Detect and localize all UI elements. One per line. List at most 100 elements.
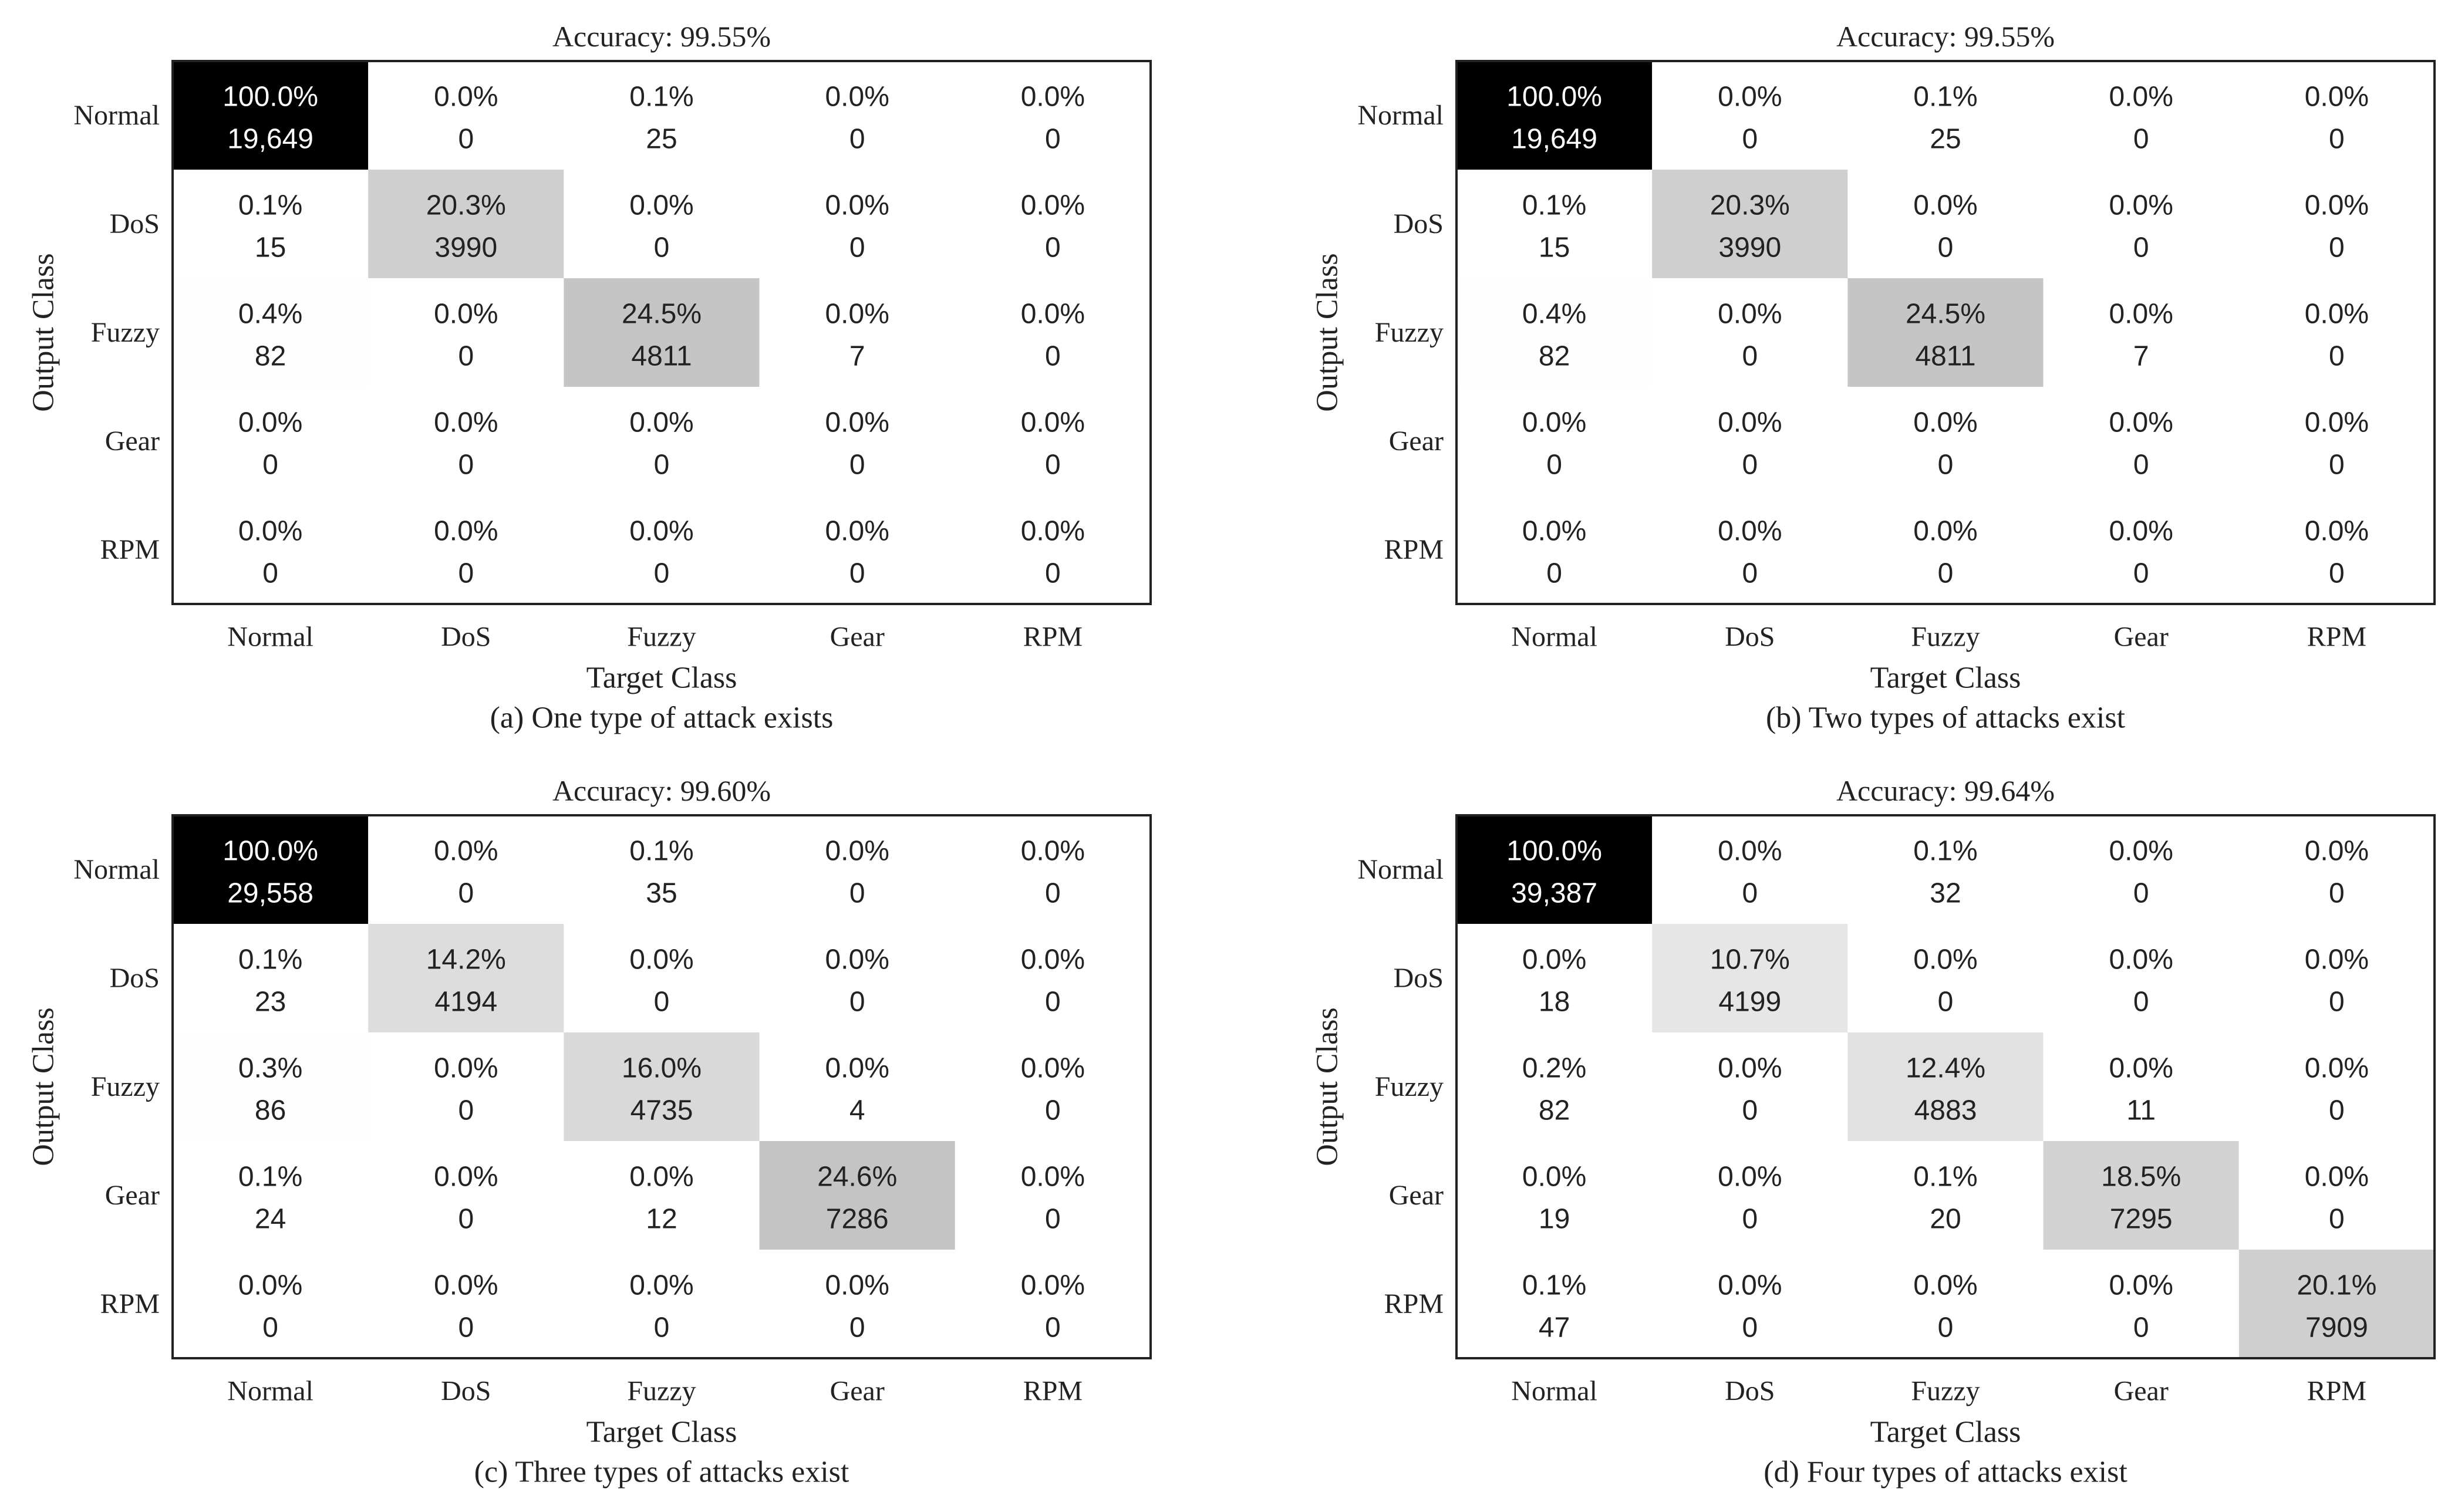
matrix-cell xyxy=(2043,170,2239,278)
cell-percentage: 0.0% xyxy=(2109,1270,2173,1301)
cell-percentage: 0.1% xyxy=(238,944,302,976)
cell-count: 0 xyxy=(2133,232,2149,264)
confusion-matrix-panel: Accuracy: 99.60% 100.0% 29,558 0.0% 0 0.1% 35 0… xyxy=(27,774,1152,1489)
cell-count: 0 xyxy=(262,450,278,481)
cell-percentage: 0.0% xyxy=(1021,1162,1085,1193)
matrix-cell xyxy=(173,278,369,387)
cell-percentage: 100.0% xyxy=(1506,836,1602,867)
cell-percentage: 0.0% xyxy=(434,836,498,867)
matrix-cell xyxy=(564,1141,760,1250)
cell-count: 0 xyxy=(654,450,670,481)
cell-count: 0 xyxy=(2329,878,2345,909)
confusion-matrix-panel: Accuracy: 99.55% 100.0% 19,649 0.0% 0 0.1% 25 0… xyxy=(27,20,1152,735)
cell-count: 0 xyxy=(262,1312,278,1344)
x-tick-label: RPM xyxy=(2307,622,2366,653)
cell-count: 86 xyxy=(255,1095,286,1126)
cell-count: 4811 xyxy=(631,341,692,372)
matrix-cell xyxy=(759,61,955,170)
cell-percentage: 0.0% xyxy=(1718,299,1782,330)
cell-count: 0 xyxy=(849,558,865,589)
cell-count: 0 xyxy=(849,232,865,264)
cell-count: 0 xyxy=(1938,450,1954,481)
cell-percentage: 0.0% xyxy=(238,407,302,438)
cell-percentage: 0.0% xyxy=(825,299,889,330)
cell-percentage: 0.0% xyxy=(2109,836,2173,867)
cell-percentage: 0.0% xyxy=(434,299,498,330)
y-tick-label: Gear xyxy=(1389,1180,1444,1211)
cell-percentage: 0.0% xyxy=(2109,516,2173,547)
cell-count: 0 xyxy=(2329,232,2345,264)
cell-count: 19,649 xyxy=(227,124,313,155)
cell-percentage: 0.0% xyxy=(2305,82,2369,113)
matrix-cell xyxy=(1652,495,1848,604)
matrix-cell xyxy=(1456,61,1653,170)
cell-percentage: 0.0% xyxy=(1021,407,1085,438)
matrix-cell xyxy=(1847,1141,2044,1250)
matrix-cell xyxy=(2043,61,2239,170)
cell-percentage: 0.0% xyxy=(1021,836,1085,867)
cell-percentage: 0.0% xyxy=(1522,516,1586,547)
cell-count: 0 xyxy=(654,558,670,589)
matrix-cell xyxy=(759,495,955,604)
matrix-cell xyxy=(173,495,369,604)
matrix-cell xyxy=(759,1250,955,1358)
y-axis-label: Output Class xyxy=(27,1007,60,1166)
cell-percentage: 0.0% xyxy=(825,190,889,221)
matrix-cell xyxy=(2043,924,2239,1032)
matrix-cell xyxy=(1652,278,1848,387)
x-tick-label: DoS xyxy=(441,1376,491,1407)
x-tick-label: Gear xyxy=(830,622,885,653)
x-axis-label: Target Class xyxy=(1870,1416,2021,1449)
cell-percentage: 0.0% xyxy=(1913,407,1977,438)
x-tick-label: RPM xyxy=(2307,1376,2366,1407)
matrix-cell xyxy=(368,815,564,924)
cell-count: 0 xyxy=(849,450,865,481)
x-tick-label: Fuzzy xyxy=(1911,1376,1980,1407)
matrix-cell xyxy=(2238,61,2435,170)
cell-count: 0 xyxy=(1045,987,1061,1018)
cell-count: 12 xyxy=(646,1204,677,1235)
cell-count: 0 xyxy=(1742,341,1758,372)
cell-count: 0 xyxy=(2133,987,2149,1018)
cell-percentage: 0.0% xyxy=(1718,1270,1782,1301)
y-tick-label: Gear xyxy=(105,1180,160,1211)
matrix-cell xyxy=(564,924,760,1032)
cell-count: 0 xyxy=(1742,558,1758,589)
cell-percentage: 24.5% xyxy=(1906,299,1985,330)
cell-count: 19,649 xyxy=(1511,124,1597,155)
cell-count: 7 xyxy=(2133,341,2149,372)
matrix-cell xyxy=(1456,1032,1653,1141)
cell-percentage: 10.7% xyxy=(1710,944,1790,976)
matrix-cell xyxy=(1847,387,2044,495)
cell-count: 0 xyxy=(2329,341,2345,372)
cell-count: 0 xyxy=(458,124,474,155)
cell-count: 82 xyxy=(1539,341,1570,372)
matrix-cell xyxy=(368,61,564,170)
cell-count: 35 xyxy=(646,878,677,909)
cell-percentage: 0.0% xyxy=(1021,516,1085,547)
cell-count: 4194 xyxy=(434,987,497,1018)
cell-count: 0 xyxy=(1742,878,1758,909)
x-axis-label: Target Class xyxy=(586,1416,737,1449)
cell-percentage: 0.1% xyxy=(1913,1162,1977,1193)
cell-count: 0 xyxy=(654,232,670,264)
matrix-cell xyxy=(1847,495,2044,604)
cell-count: 0 xyxy=(2133,1312,2149,1344)
cell-count: 29,558 xyxy=(227,878,313,909)
matrix-cell xyxy=(1847,278,2044,387)
cell-percentage: 0.0% xyxy=(238,1270,302,1301)
cell-percentage: 20.3% xyxy=(426,190,506,221)
cell-percentage: 0.0% xyxy=(2305,1053,2369,1084)
cell-percentage: 0.0% xyxy=(2305,407,2369,438)
cell-count: 82 xyxy=(1539,1095,1570,1126)
cell-count: 0 xyxy=(262,558,278,589)
cell-percentage: 0.0% xyxy=(1913,190,1977,221)
cell-percentage: 0.0% xyxy=(2305,1162,2369,1193)
cell-percentage: 100.0% xyxy=(222,82,318,113)
cell-percentage: 0.0% xyxy=(1522,407,1586,438)
cell-percentage: 0.0% xyxy=(825,1270,889,1301)
matrix-cell xyxy=(2238,278,2435,387)
cell-percentage: 0.0% xyxy=(1021,1053,1085,1084)
matrix-cell xyxy=(2043,1250,2239,1358)
cell-percentage: 0.0% xyxy=(825,836,889,867)
